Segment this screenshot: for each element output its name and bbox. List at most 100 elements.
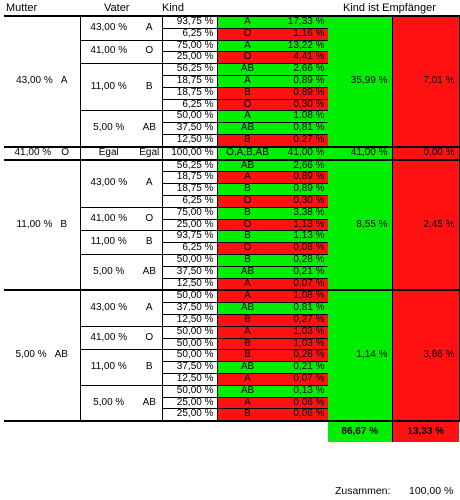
total-green: 86,67 % — [328, 420, 393, 443]
child-type: A — [244, 110, 251, 122]
header-mutter: Mutter — [6, 2, 38, 14]
child-share: 0,06 % — [293, 408, 325, 420]
father-pct: 43,00 % — [80, 16, 137, 41]
father-pct: Egal — [80, 146, 137, 161]
father-pct: 5,00 % — [80, 254, 137, 291]
father-type: A — [137, 159, 163, 208]
child-pct: 37,50 % — [162, 266, 218, 279]
child-share: 1,08 % — [293, 110, 325, 122]
child-cell: AB 0,81 % — [217, 302, 328, 315]
child-type: B — [244, 408, 251, 420]
child-type: AB — [240, 361, 255, 373]
table-row: 12,50 % A 0,07 % — [4, 373, 459, 386]
table-row: 25,00 % O 1,13 % — [4, 219, 459, 232]
father-pct: 41,00 % — [80, 326, 137, 351]
child-type: B — [244, 87, 251, 98]
child-type: A — [244, 75, 251, 86]
father-type: B — [137, 230, 163, 255]
child-share: 0,08 % — [293, 242, 325, 254]
child-cell: AB 0,21 % — [217, 361, 328, 374]
child-cell: B 0,28 % — [217, 254, 328, 267]
table-row: 18,75 % A 0,89 % — [4, 171, 459, 185]
child-type: B — [244, 230, 251, 242]
child-share: 1,13 % — [293, 230, 325, 242]
child-share: 0,21 % — [293, 361, 325, 373]
donor-safe-pct: 8,55 % — [328, 159, 393, 292]
child-pct: 25,00 % — [162, 408, 218, 422]
child-share: 0,28 % — [293, 254, 325, 265]
child-cell: A 0,07 % — [217, 278, 328, 291]
child-share: 2,66 % — [293, 159, 325, 171]
child-cell: A 1,08 % — [217, 290, 328, 304]
mother-pct: 41,00 % — [14, 146, 52, 158]
child-type: O — [243, 28, 252, 39]
child-type: A — [244, 373, 251, 384]
child-pct: 50,00 % — [162, 326, 218, 339]
child-pct: 18,75 % — [162, 75, 218, 88]
child-cell: A 0,89 % — [217, 171, 328, 185]
table-row: 6,25 % O 0,30 % — [4, 195, 459, 208]
child-cell: A 0,06 % — [217, 397, 328, 410]
child-type: O — [243, 242, 252, 254]
father-pct: 11,00 % — [80, 63, 137, 112]
recipient-risk-pct: 2,45 % — [392, 159, 460, 292]
father-type: AB — [137, 110, 163, 148]
child-type: B — [244, 183, 251, 195]
child-pct: 75,00 % — [162, 207, 218, 220]
child-cell: B 1,03 % — [217, 338, 328, 351]
child-share: 1,03 % — [293, 338, 325, 349]
child-share: 0,89 % — [293, 87, 325, 98]
table-row: 11,00 % B 56,25 % AB 2,66 % — [4, 63, 459, 112]
child-cell: O 0,30 % — [217, 99, 328, 112]
mother-type: O — [61, 146, 69, 158]
father-type: O — [137, 207, 163, 232]
child-cell: A 1,08 % — [217, 110, 328, 124]
table-row: 50,00 % B 1,03 % — [4, 338, 459, 351]
child-type: B — [244, 207, 251, 218]
child-pct: 6,25 % — [162, 28, 218, 41]
mother-pct: 43,00 % — [16, 74, 53, 86]
father-pct: 43,00 % — [80, 290, 137, 327]
child-type: A — [244, 326, 251, 337]
child-type: A — [244, 171, 251, 183]
child-share: 41,00 % — [287, 146, 325, 158]
child-cell: O 0,08 % — [217, 242, 328, 255]
header-empfaenger: Kind ist Empfänger — [343, 2, 436, 14]
child-pct: 12,50 % — [162, 314, 218, 327]
child-type: AB — [240, 63, 255, 75]
table-row: 37,50 % AB 0,81 % — [4, 122, 459, 135]
child-type: AB — [240, 302, 255, 314]
father-pct: 5,00 % — [80, 110, 137, 148]
child-type: O — [243, 219, 252, 230]
child-pct: 50,00 % — [162, 338, 218, 351]
child-type: AB — [240, 385, 255, 396]
child-share: 0,30 % — [293, 99, 325, 110]
mother-type: A — [60, 74, 68, 86]
table-row: 18,75 % B 0,89 % — [4, 183, 459, 196]
child-share: 1,13 % — [293, 219, 325, 230]
child-pct: 6,25 % — [162, 242, 218, 255]
father-pct: 41,00 % — [80, 40, 137, 65]
table-row: 5,00 % AB 50,00 % A 1,08 % — [4, 110, 459, 148]
child-type: A — [244, 278, 251, 289]
father-pct: 11,00 % — [80, 349, 137, 386]
father-pct: 5,00 % — [80, 385, 137, 422]
table-row: 41,00 % O 50,00 % A 1,03 % — [4, 326, 459, 351]
child-type: B — [244, 314, 251, 325]
child-cell: AB 0,13 % — [217, 385, 328, 398]
child-pct: 50,00 % — [162, 349, 218, 363]
table-row: 25,00 % A 0,06 % — [4, 397, 459, 410]
child-pct: 25,00 % — [162, 219, 218, 232]
child-cell: O 4,41 % — [217, 51, 328, 65]
child-share: 3,38 % — [293, 207, 325, 218]
child-share: 4,41 % — [293, 51, 325, 63]
child-type: B — [244, 338, 251, 349]
child-cell: O 0,30 % — [217, 195, 328, 208]
donor-safe-pct: 35,99 % — [328, 16, 393, 148]
child-cell: O,A,B,AB 41,00 % — [217, 146, 328, 161]
child-share: 0,07 % — [293, 373, 325, 384]
table-row: 43,00 % A 43,00 % A 93,75 % A 17,33 % 35,99 % 7,… — [4, 16, 460, 148]
child-pct: 50,00 % — [162, 110, 218, 124]
child-pct: 12,50 % — [162, 373, 218, 386]
